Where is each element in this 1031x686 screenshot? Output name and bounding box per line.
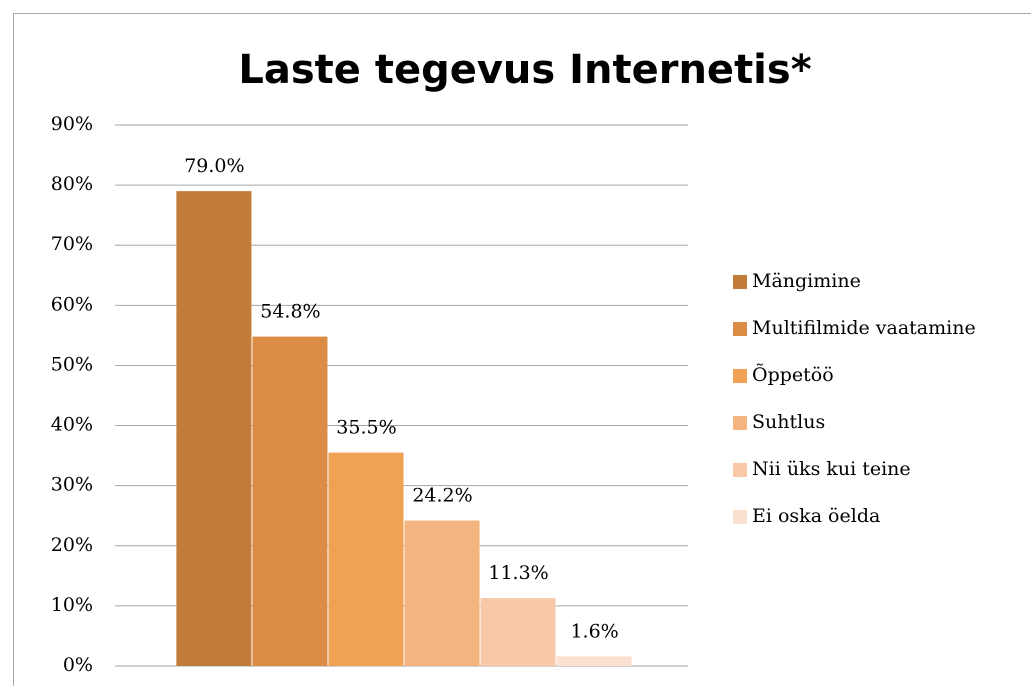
y-tick-label: 50% [51,353,93,375]
legend-swatch [733,275,747,289]
bar [404,520,480,666]
data-label: 35.5% [336,417,396,439]
legend-label: Nii üks kui teine [752,458,911,480]
bar [328,452,404,666]
legend-swatch [733,463,747,477]
chart-frame [13,13,1031,686]
legend-swatch [733,510,747,524]
legend-label: Mängimine [752,270,861,292]
y-tick-label: 20% [51,534,93,556]
y-tick-label: 40% [51,414,93,436]
legend-swatch [733,416,747,430]
legend-label: Suhtlus [752,411,825,433]
data-label: 24.2% [412,485,472,507]
bar [556,656,632,666]
y-tick-label: 0% [63,654,93,676]
y-tick-label: 10% [51,594,93,616]
data-label: 11.3% [488,562,548,584]
y-tick-label: 30% [51,474,93,496]
legend-label: Ei oska öelda [752,505,880,527]
y-tick-label: 90% [51,113,93,135]
chart-title: Laste tegevus Internetis* [238,47,811,93]
data-label: 54.8% [260,301,320,323]
legend-swatch [733,322,747,336]
legend-label: Õppetöö [752,363,834,386]
legend-swatch [733,369,747,383]
data-label: 79.0% [184,155,244,177]
bar [480,598,556,666]
y-tick-label: 60% [51,293,93,315]
data-label: 1.6% [570,620,618,642]
y-tick-label: 70% [51,233,93,255]
legend-label: Multifilmide vaatamine [752,317,976,339]
bar [252,336,328,666]
y-tick-label: 80% [51,173,93,195]
bar [176,191,252,666]
